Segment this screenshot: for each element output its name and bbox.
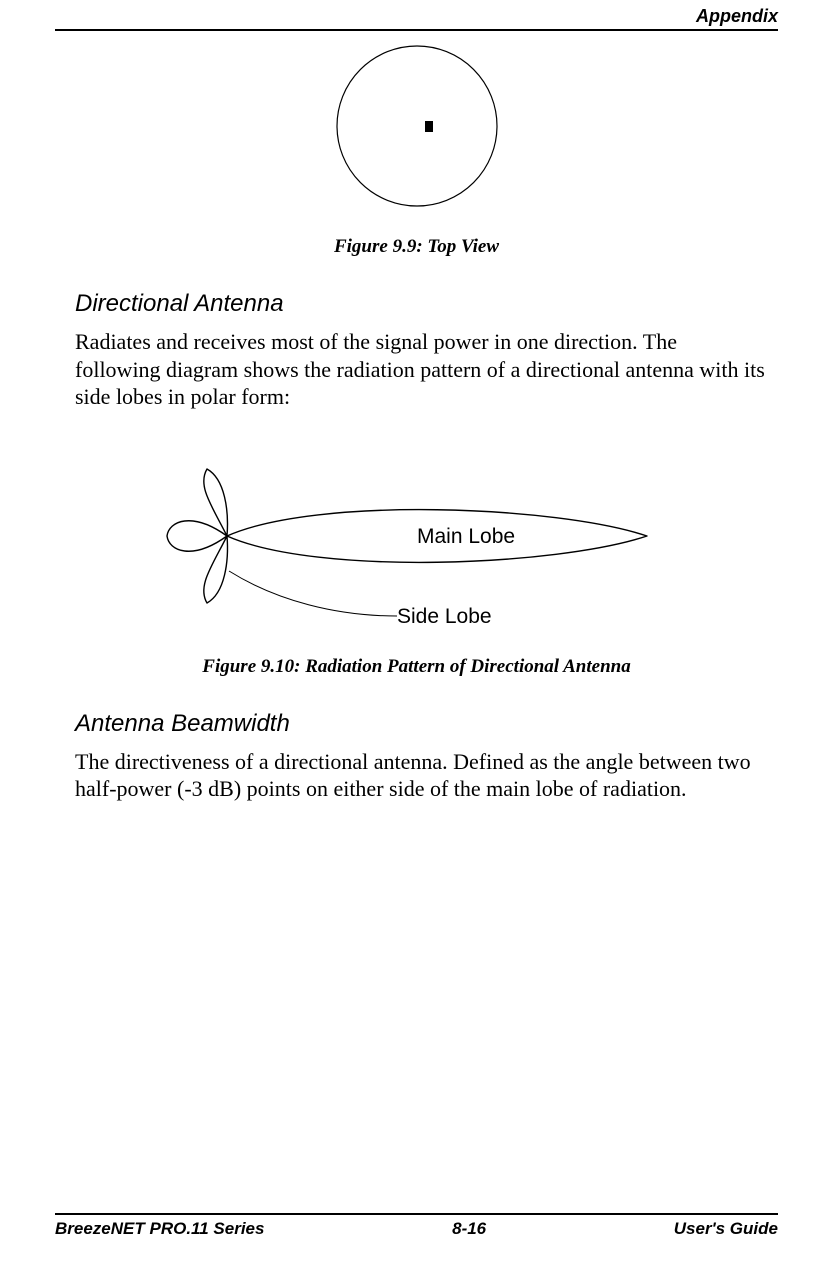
svg-text:Main Lobe: Main Lobe <box>417 525 515 548</box>
heading-directional-antenna: Directional Antenna <box>75 290 778 318</box>
heading-antenna-beamwidth: Antenna Beamwidth <box>75 710 778 738</box>
footer-center: 8-16 <box>452 1219 486 1239</box>
page: Appendix Figure 9.9: Top View Directiona… <box>0 0 833 1269</box>
radiation-pattern-diagram: Main Lobe Side Lobe <box>157 451 677 641</box>
figure-caption-2: Figure 9.10: Radiation Pattern of Direct… <box>55 656 778 678</box>
footer-right: User's Guide <box>674 1219 778 1239</box>
body-antenna-beamwidth: The directiveness of a directional anten… <box>75 748 768 803</box>
top-view-diagram <box>332 41 502 221</box>
figure-top-view: Figure 9.9: Top View <box>55 41 778 258</box>
body-directional-antenna: Radiates and receives most of the signal… <box>75 328 768 411</box>
page-footer: BreezeNET PRO.11 Series 8-16 User's Guid… <box>55 1213 778 1239</box>
page-header: Appendix <box>55 0 778 31</box>
header-section-label: Appendix <box>55 6 778 27</box>
footer-left: BreezeNET PRO.11 Series <box>55 1219 264 1239</box>
svg-text:Side Lobe: Side Lobe <box>397 605 492 628</box>
figure-radiation-pattern: Main Lobe Side Lobe Figure 9.10: Radiatio… <box>55 451 778 678</box>
figure-caption-1: Figure 9.9: Top View <box>55 236 778 258</box>
